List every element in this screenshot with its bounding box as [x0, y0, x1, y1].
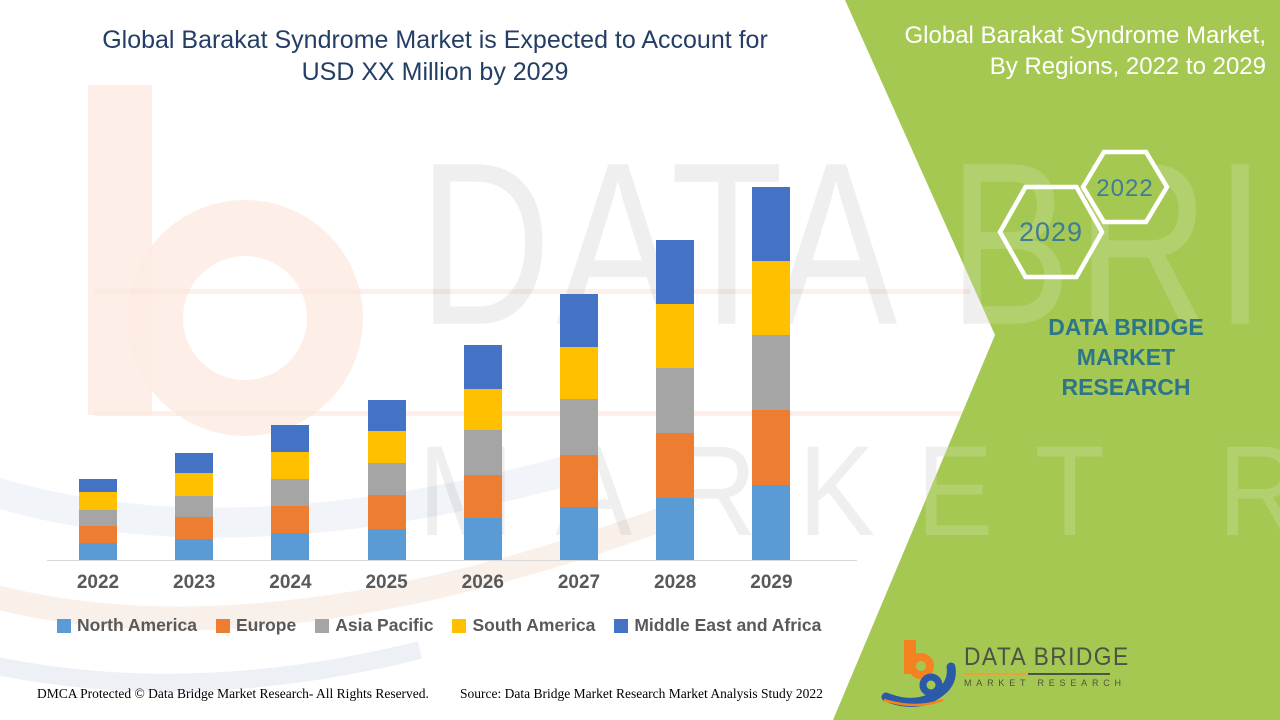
- x-axis-label-2027: 2027: [557, 572, 601, 593]
- side-panel-title: Global Barakat Syndrome Market, By Regio…: [866, 20, 1267, 82]
- bar-segment-asia-pacific: [463, 430, 502, 475]
- bar-2024: [271, 425, 310, 560]
- chart-title-line1: Global Barakat Syndrome Market is Expect…: [102, 26, 768, 54]
- bar-segment-north-america: [79, 543, 117, 560]
- bar-2027: [560, 294, 598, 560]
- bar-segment-asia-pacific: [175, 496, 214, 517]
- legend-label-asia-pacific: Asia Pacific: [335, 615, 434, 635]
- bar-segment-europe: [367, 495, 406, 529]
- bar-segment-europe: [560, 455, 598, 507]
- x-axis-label-2022: 2022: [76, 572, 120, 593]
- bar-segment-south-america: [656, 304, 695, 368]
- legend-swatch-europe: [215, 618, 230, 633]
- hexagon-badges: 2029 2022: [997, 149, 1170, 280]
- bar-segment-asia-pacific: [752, 335, 791, 410]
- chart-title: Global Barakat Syndrome Market is Expect…: [40, 24, 830, 88]
- bar-segment-middle-east-and-africa: [560, 294, 598, 347]
- bar-segment-south-america: [271, 452, 310, 479]
- side-panel-title-line1: Global Barakat Syndrome Market,: [904, 22, 1267, 49]
- bar-2029: [752, 187, 791, 560]
- bar-segment-middle-east-and-africa: [271, 425, 310, 452]
- bar-segment-europe: [463, 475, 502, 518]
- bar-segment-middle-east-and-africa: [175, 453, 214, 473]
- legend-label-north-america: North America: [77, 615, 197, 635]
- bar-segment-middle-east-and-africa: [79, 479, 117, 492]
- bar-segment-middle-east-and-africa: [752, 187, 791, 261]
- hexagon-2022: [1080, 149, 1170, 225]
- side-panel-title-line2: By Regions, 2022 to 2029: [989, 53, 1266, 80]
- x-axis-label-2025: 2025: [365, 572, 408, 593]
- bar-segment-europe: [175, 517, 214, 539]
- x-axis-label-2029: 2029: [750, 572, 793, 593]
- bar-segment-asia-pacific: [79, 510, 117, 526]
- x-axis-label-2028: 2028: [654, 572, 697, 593]
- legend-swatch-south-america: [452, 618, 467, 633]
- bar-segment-north-america: [175, 539, 214, 560]
- bar-segment-europe: [271, 506, 310, 533]
- bar-segment-asia-pacific: [367, 463, 406, 495]
- company-logo-name: DATA BRIDGE: [964, 643, 1130, 672]
- brand-wordmark: DATA BRIDGE MARKET RESEARCH: [1000, 312, 1252, 402]
- source-note: Source: Data Bridge Market Research Mark…: [460, 686, 823, 701]
- bar-segment-south-america: [175, 473, 214, 496]
- legend: North America Europe Asia Pacific South Ame…: [57, 615, 821, 636]
- legend-label-south-america: South America: [472, 615, 596, 635]
- bar-segment-north-america: [656, 498, 695, 560]
- legend-swatch-middle-east-and-africa: [614, 618, 629, 633]
- bar-segment-middle-east-and-africa: [463, 345, 502, 389]
- brand-wordmark-line2: RESEARCH: [1061, 374, 1191, 400]
- company-logo-text: DATA BRIDGE MARKET RESEARCH: [964, 643, 1138, 688]
- bar-2028: [656, 240, 695, 560]
- bar-segment-south-america: [367, 431, 406, 463]
- legend-swatch-asia-pacific: [315, 618, 330, 633]
- bar-segment-asia-pacific: [271, 479, 310, 506]
- bar-segment-south-america: [560, 347, 598, 399]
- bar-segment-middle-east-and-africa: [367, 400, 406, 431]
- bar-segment-asia-pacific: [560, 399, 598, 455]
- legend-label-europe: Europe: [235, 615, 297, 635]
- legend-item-asia-pacific: Asia Pacific: [315, 615, 433, 636]
- bar-segment-north-america: [560, 507, 598, 560]
- company-logo-rule: [964, 673, 1110, 675]
- legend-item-middle-east-and-africa: Middle East and Africa: [614, 615, 821, 636]
- bar-segment-europe: [79, 526, 117, 543]
- plot-area: 2022 2023 2024 2025 2026 2027 2028 2029: [47, 160, 857, 600]
- bar-segment-north-america: [463, 518, 502, 560]
- company-logo: DATA BRIDGE MARKET RESEARCH: [880, 633, 1138, 711]
- legend-item-europe: Europe: [215, 615, 297, 636]
- bar-segment-south-america: [463, 389, 502, 430]
- brand-wordmark-line1: DATA BRIDGE MARKET: [1048, 314, 1204, 370]
- legend-label-middle-east-and-africa: Middle East and Africa: [634, 615, 822, 635]
- bar-segment-asia-pacific: [656, 368, 695, 433]
- bar-segment-north-america: [271, 533, 310, 560]
- bar-2026: [463, 345, 502, 560]
- bar-2022: [79, 479, 117, 560]
- bar-segment-middle-east-and-africa: [656, 240, 695, 304]
- bar-segment-north-america: [367, 529, 406, 560]
- bar-segment-north-america: [752, 485, 791, 560]
- bar-segment-south-america: [752, 261, 791, 335]
- hexagon-2029-label: 2029: [1019, 217, 1083, 247]
- bar-segment-europe: [656, 433, 695, 498]
- bar-2023: [175, 453, 214, 560]
- company-logo-subtitle: MARKET RESEARCH: [964, 678, 1126, 688]
- legend-item-north-america: North America: [57, 615, 197, 636]
- bar-2025: [367, 400, 406, 560]
- legend-item-south-america: South America: [452, 615, 595, 636]
- bar-segment-south-america: [79, 492, 117, 510]
- hexagon-2029: [997, 184, 1105, 280]
- x-axis-line: [47, 560, 857, 561]
- x-axis-label-2026: 2026: [461, 572, 504, 593]
- hexagon-2022-label: 2022: [1096, 175, 1153, 202]
- x-axis-label-2023: 2023: [173, 572, 216, 593]
- chart-title-line2: USD XX Million by 2029: [301, 58, 569, 86]
- dmca-notice: DMCA Protected © Data Bridge Market Rese…: [37, 686, 429, 701]
- bar-segment-europe: [752, 410, 791, 485]
- x-axis-label-2024: 2024: [269, 572, 312, 593]
- company-logo-icon: [881, 640, 956, 707]
- legend-swatch-north-america: [57, 618, 71, 633]
